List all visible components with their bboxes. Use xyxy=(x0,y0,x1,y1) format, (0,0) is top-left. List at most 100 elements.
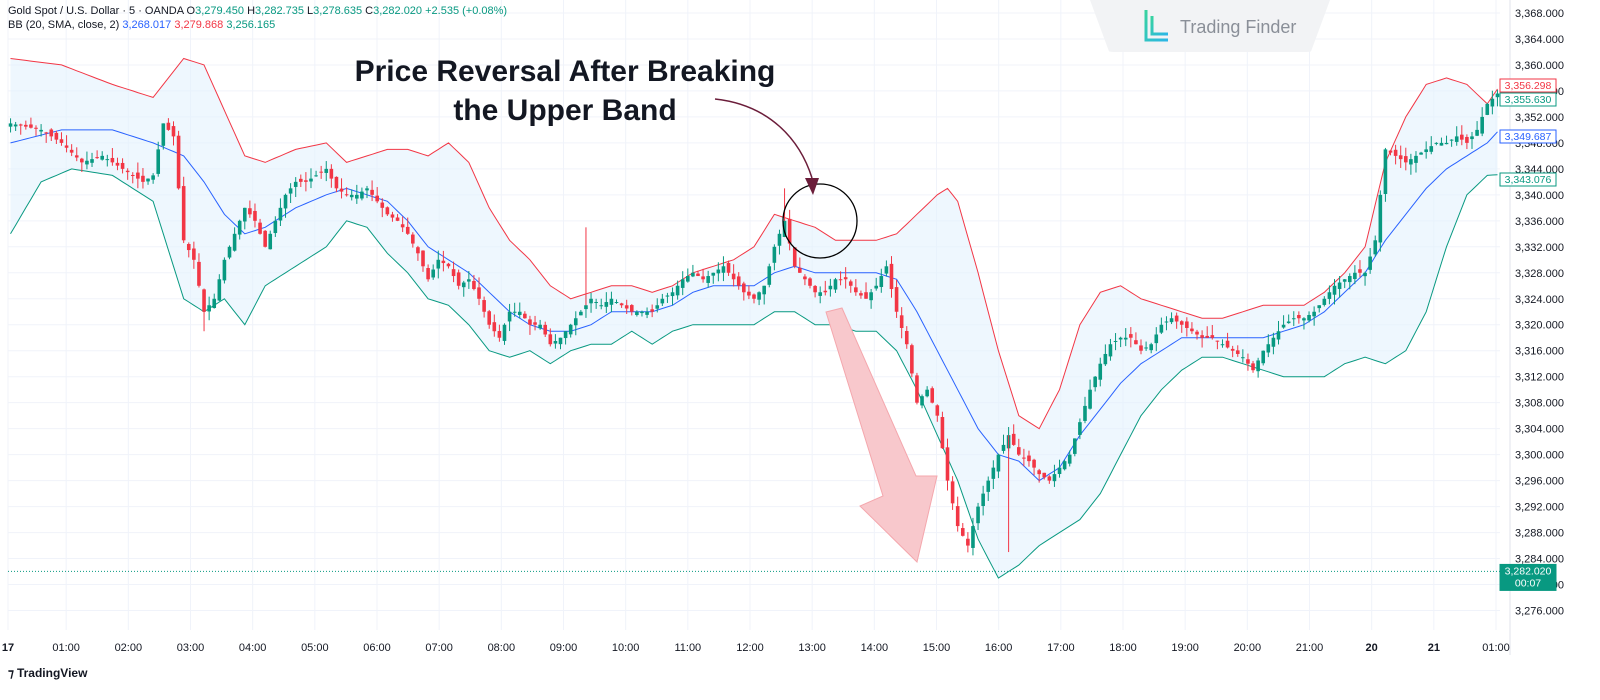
candle-body xyxy=(772,246,777,263)
candle-body xyxy=(1215,340,1220,342)
price-axis[interactable]: 3,368.0003,364.0003,360.0003,356.0003,35… xyxy=(1515,8,1564,618)
candle-body xyxy=(1037,470,1041,475)
tradingview-logo[interactable]: ⁊ TradingView xyxy=(8,666,87,680)
candle-body xyxy=(339,188,344,192)
candle-body xyxy=(864,292,868,299)
candle-body xyxy=(222,259,227,281)
candle-body xyxy=(298,178,303,182)
candle-body xyxy=(467,279,471,282)
candle-body xyxy=(1174,315,1179,322)
candle-body xyxy=(1205,335,1210,338)
candle-body xyxy=(920,396,924,406)
candle-body xyxy=(1317,305,1322,309)
candle-body xyxy=(808,278,812,286)
candle-body xyxy=(1001,444,1006,451)
candle-body xyxy=(314,175,318,177)
candle-body xyxy=(1342,279,1347,282)
candle-body xyxy=(370,189,374,195)
candle-body xyxy=(237,220,242,235)
candle-body xyxy=(416,247,420,254)
candle-body xyxy=(874,285,879,289)
candle-body xyxy=(1261,350,1266,364)
candle-body xyxy=(217,279,222,301)
candle-body xyxy=(1368,256,1372,270)
candle-body xyxy=(451,269,456,277)
candle-body xyxy=(100,155,105,160)
upper-band-line xyxy=(10,57,1498,430)
candle-body xyxy=(1460,134,1464,140)
candle-body xyxy=(395,217,400,221)
time-tick-label: 15:00 xyxy=(923,642,951,654)
bb-upper-value: 3,279.868 xyxy=(174,19,224,31)
price-tags: 3,356.298 3,355.630 3,349.687 3,343.076 3,28… xyxy=(1499,78,1557,591)
candle-body xyxy=(1358,269,1362,273)
candle-body xyxy=(1424,149,1428,153)
candle-body xyxy=(1297,315,1301,319)
candle-body xyxy=(1088,389,1092,409)
candle-body xyxy=(207,305,211,312)
candle-body xyxy=(141,175,145,182)
annotation-text: Price Reversal After Breaking the Upper … xyxy=(330,52,800,130)
candle-body xyxy=(1353,272,1357,280)
candle-body xyxy=(29,124,33,128)
price-tag-text: 3,282.020 xyxy=(1505,565,1552,577)
candle-body xyxy=(1083,405,1087,421)
curved-arrow-head-icon xyxy=(805,178,819,195)
time-tick-label: 21:00 xyxy=(1296,642,1324,654)
candle-body xyxy=(95,157,99,159)
candle-body xyxy=(879,276,884,287)
indicator-legend[interactable]: BB (20, SMA, close, 2) 3,268.017 3,279.8… xyxy=(8,19,275,31)
candle-body xyxy=(1337,282,1342,289)
time-tick-label: 16:00 xyxy=(985,642,1013,654)
candle-body xyxy=(1454,136,1459,142)
bollinger-band-fill xyxy=(10,58,1498,578)
price-tick-label: 3,328.000 xyxy=(1515,268,1564,280)
candle-body xyxy=(1312,311,1316,317)
candle-body xyxy=(706,276,710,283)
symbol-legend[interactable]: Gold Spot / U.S. Dollar · 5 · OANDA O3,2… xyxy=(8,5,507,17)
candle-body xyxy=(502,324,507,341)
candle-body xyxy=(74,155,79,158)
candle-body xyxy=(1409,159,1413,165)
time-tick-label: 12:00 xyxy=(736,642,764,654)
candle-body xyxy=(1332,285,1337,295)
candle-body xyxy=(716,269,721,274)
candle-body xyxy=(1062,461,1067,470)
down-arrow-icon xyxy=(825,307,938,563)
price-tick-label: 3,320.000 xyxy=(1515,320,1564,332)
candle-body xyxy=(319,171,323,173)
candle-body xyxy=(976,506,980,524)
candle-body xyxy=(472,281,476,290)
candle-body xyxy=(365,188,369,191)
candle-body xyxy=(421,250,425,267)
price-tick-label: 3,316.000 xyxy=(1515,346,1564,358)
candle-body xyxy=(344,194,349,196)
candle-body xyxy=(1276,331,1281,340)
candle-body xyxy=(945,447,950,481)
candle-body xyxy=(1016,447,1021,455)
candle-body xyxy=(1210,335,1215,338)
candle-body xyxy=(54,132,59,140)
candle-body xyxy=(1078,422,1082,435)
candle-body xyxy=(1108,344,1113,357)
candle-body xyxy=(777,233,782,246)
candle-body xyxy=(304,180,308,182)
open-value: 3,279.450 xyxy=(195,5,245,17)
time-axis[interactable]: 17 01:00 02:00 03:00 04:00 05:00 06:00 07:00 08:… xyxy=(2,642,1510,654)
price-tick-label: 3,324.000 xyxy=(1515,294,1564,306)
time-tick-label: 06:00 xyxy=(363,642,391,654)
price-tick-label: 3,332.000 xyxy=(1515,242,1564,254)
time-tick-label: 18:00 xyxy=(1109,642,1137,654)
candle-body xyxy=(426,268,430,280)
candle-body xyxy=(446,263,451,267)
candle-body xyxy=(904,330,909,345)
price-tick-label: 3,300.000 xyxy=(1515,450,1564,462)
candle-body xyxy=(986,480,991,492)
candle-body xyxy=(1281,324,1286,328)
price-tag-text: 3,343.076 xyxy=(1505,174,1552,186)
candle-body xyxy=(1291,318,1296,320)
candle-body xyxy=(523,313,527,319)
candle-body xyxy=(1383,149,1388,195)
time-tick-label: 09:00 xyxy=(550,642,578,654)
